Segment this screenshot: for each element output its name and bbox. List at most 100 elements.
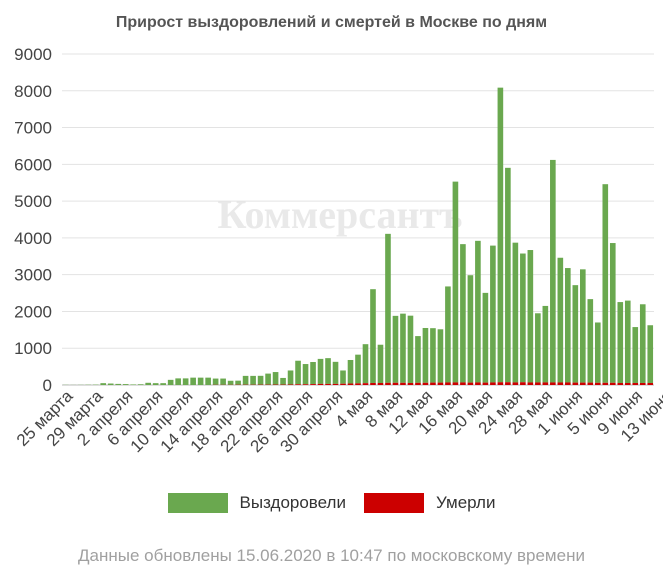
bar-died[interactable]	[340, 383, 346, 385]
bar-recovered[interactable]	[639, 304, 646, 383]
bar-died[interactable]	[332, 383, 339, 385]
bar-recovered[interactable]	[550, 159, 556, 383]
bar-died[interactable]	[609, 382, 616, 385]
bar-recovered[interactable]	[250, 375, 256, 385]
bar-recovered[interactable]	[460, 244, 466, 383]
bar-recovered[interactable]	[490, 245, 496, 383]
bar-died[interactable]	[602, 382, 609, 385]
bar-died[interactable]	[557, 382, 564, 385]
bar-died[interactable]	[302, 384, 309, 385]
bar-recovered[interactable]	[242, 375, 249, 385]
bar-recovered[interactable]	[602, 184, 609, 383]
bar-recovered[interactable]	[392, 315, 399, 383]
bar-died[interactable]	[400, 382, 406, 385]
bar-recovered[interactable]	[340, 370, 346, 384]
bar-died[interactable]	[355, 383, 361, 385]
bar-recovered[interactable]	[265, 373, 271, 385]
bar-died[interactable]	[572, 382, 579, 385]
bar-died[interactable]	[422, 382, 429, 385]
bar-recovered[interactable]	[632, 327, 639, 383]
bar-recovered[interactable]	[647, 325, 654, 383]
bar-recovered[interactable]	[594, 322, 601, 383]
bar-recovered[interactable]	[145, 382, 151, 385]
bar-recovered[interactable]	[280, 377, 286, 385]
bar-recovered[interactable]	[272, 372, 279, 385]
bar-recovered[interactable]	[609, 243, 616, 383]
bar-died[interactable]	[505, 382, 511, 385]
bar-died[interactable]	[460, 382, 466, 385]
bar-died[interactable]	[647, 382, 654, 385]
bar-recovered[interactable]	[160, 383, 166, 385]
bar-recovered[interactable]	[325, 358, 331, 384]
bar-died[interactable]	[550, 382, 556, 385]
bar-died[interactable]	[392, 382, 399, 385]
bar-recovered[interactable]	[617, 302, 624, 383]
bar-recovered[interactable]	[467, 275, 474, 383]
bar-died[interactable]	[377, 382, 384, 385]
bar-recovered[interactable]	[565, 268, 571, 383]
bar-died[interactable]	[542, 382, 549, 385]
bar-recovered[interactable]	[152, 383, 159, 385]
bar-died[interactable]	[535, 382, 541, 385]
legend-item-died[interactable]: Умерли	[363, 493, 495, 513]
bar-died[interactable]	[467, 382, 474, 385]
bar-died[interactable]	[594, 382, 601, 385]
bar-died[interactable]	[407, 382, 414, 385]
bar-recovered[interactable]	[175, 378, 181, 385]
bar-recovered[interactable]	[587, 299, 594, 383]
bar-recovered[interactable]	[115, 383, 122, 385]
bar-died[interactable]	[430, 382, 436, 385]
bar-recovered[interactable]	[475, 240, 481, 383]
bar-recovered[interactable]	[295, 360, 301, 385]
bar-recovered[interactable]	[212, 378, 219, 385]
bar-recovered[interactable]	[482, 292, 489, 383]
bar-died[interactable]	[415, 382, 421, 385]
bar-recovered[interactable]	[452, 181, 459, 383]
bar-died[interactable]	[287, 384, 294, 385]
bar-died[interactable]	[624, 382, 631, 385]
bar-recovered[interactable]	[370, 289, 376, 383]
bar-died[interactable]	[490, 382, 496, 385]
bar-recovered[interactable]	[167, 379, 174, 385]
bar-died[interactable]	[317, 383, 324, 385]
bar-died[interactable]	[325, 383, 331, 385]
bar-recovered[interactable]	[400, 313, 406, 383]
bar-recovered[interactable]	[505, 167, 511, 383]
bar-died[interactable]	[295, 384, 301, 385]
bar-recovered[interactable]	[122, 384, 129, 385]
bar-died[interactable]	[617, 382, 624, 385]
bar-recovered[interactable]	[205, 377, 211, 385]
bar-died[interactable]	[497, 382, 504, 385]
bar-died[interactable]	[482, 382, 489, 385]
bar-recovered[interactable]	[107, 383, 114, 385]
bar-recovered[interactable]	[527, 250, 534, 383]
bar-died[interactable]	[385, 382, 391, 385]
bar-recovered[interactable]	[362, 344, 369, 384]
bar-recovered[interactable]	[197, 377, 204, 385]
bar-recovered[interactable]	[302, 364, 309, 385]
bar-recovered[interactable]	[415, 336, 421, 383]
bar-died[interactable]	[639, 382, 646, 385]
bar-recovered[interactable]	[520, 253, 526, 383]
bar-recovered[interactable]	[317, 358, 324, 384]
bar-died[interactable]	[310, 384, 316, 385]
bar-recovered[interactable]	[407, 315, 414, 383]
bar-died[interactable]	[632, 382, 639, 385]
bar-died[interactable]	[362, 383, 369, 385]
bar-died[interactable]	[512, 382, 519, 385]
bar-recovered[interactable]	[182, 378, 189, 385]
bar-recovered[interactable]	[557, 257, 564, 383]
bar-recovered[interactable]	[512, 242, 519, 383]
bar-died[interactable]	[445, 382, 451, 385]
bar-recovered[interactable]	[437, 329, 444, 383]
bar-recovered[interactable]	[497, 87, 504, 383]
bar-recovered[interactable]	[332, 361, 339, 384]
bar-recovered[interactable]	[130, 384, 136, 385]
bar-died[interactable]	[587, 382, 594, 385]
bar-recovered[interactable]	[572, 285, 579, 383]
bar-recovered[interactable]	[310, 362, 316, 385]
bar-died[interactable]	[565, 382, 571, 385]
bar-died[interactable]	[347, 383, 354, 385]
bar-died[interactable]	[580, 382, 586, 385]
bar-recovered[interactable]	[235, 380, 241, 385]
